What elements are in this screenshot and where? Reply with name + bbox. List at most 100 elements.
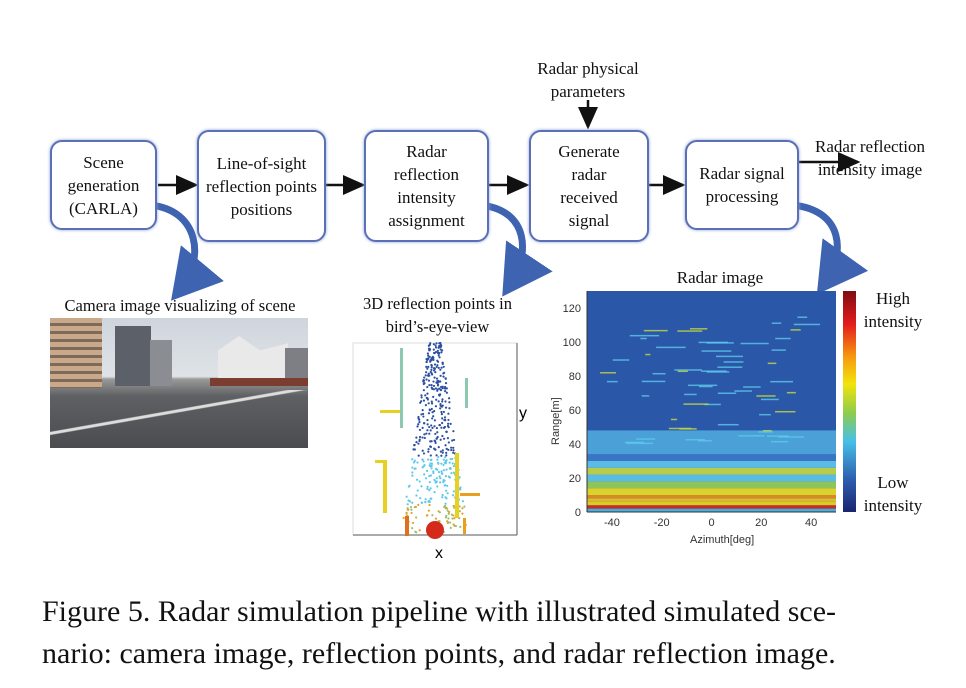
point <box>444 377 447 380</box>
point <box>430 467 433 470</box>
point <box>441 449 444 452</box>
radar-streak <box>770 380 794 383</box>
point <box>446 437 450 440</box>
radar-band <box>587 495 836 499</box>
point <box>440 426 443 429</box>
radar-streak <box>723 361 744 363</box>
point <box>452 451 455 454</box>
point <box>442 410 445 414</box>
point <box>423 376 426 379</box>
radar-band <box>587 508 836 512</box>
point <box>439 348 442 351</box>
point <box>443 390 447 393</box>
point <box>423 463 426 467</box>
point <box>436 388 439 391</box>
radar-streak <box>640 337 647 340</box>
point <box>461 507 464 510</box>
point <box>422 460 425 463</box>
point <box>438 394 441 397</box>
point <box>447 441 450 444</box>
radar-streak <box>759 413 771 416</box>
point <box>443 479 446 482</box>
radar-streak <box>767 435 789 437</box>
point <box>430 400 433 403</box>
points-plot: x y <box>352 341 527 562</box>
point <box>438 356 441 359</box>
point <box>425 432 428 435</box>
point <box>439 385 443 389</box>
point <box>450 446 453 449</box>
point <box>442 480 445 484</box>
point <box>418 435 422 439</box>
point <box>447 397 451 400</box>
point <box>463 505 466 508</box>
radar-streak <box>706 342 734 344</box>
points-ylabel: y <box>519 405 527 422</box>
point <box>428 481 431 484</box>
point <box>411 471 414 474</box>
radar-xtick: -40 <box>604 517 620 529</box>
points-label: 3D reflection points in bird’s-eye-view <box>363 294 512 336</box>
point <box>418 418 421 421</box>
point <box>432 380 435 383</box>
point <box>410 508 413 511</box>
point <box>441 434 444 438</box>
radar-ytick: 120 <box>563 303 581 315</box>
point <box>432 358 435 361</box>
point <box>435 342 438 345</box>
point <box>452 490 455 493</box>
point <box>424 498 427 501</box>
radar-band <box>587 488 836 495</box>
point <box>425 469 429 472</box>
point <box>433 363 437 366</box>
point <box>439 450 442 453</box>
point <box>452 446 455 449</box>
radar-streak <box>716 355 743 358</box>
point <box>440 454 443 457</box>
point <box>402 516 405 520</box>
radar-streak <box>793 323 821 326</box>
point <box>442 437 446 440</box>
point <box>447 412 450 415</box>
radar-streak <box>762 429 772 432</box>
radar-streak <box>629 334 660 337</box>
point <box>428 500 431 504</box>
point <box>459 525 462 528</box>
point <box>422 389 425 392</box>
point <box>451 494 455 497</box>
radar-streak <box>683 403 709 405</box>
point <box>437 461 440 464</box>
point <box>458 487 461 491</box>
point <box>420 396 423 399</box>
point <box>449 467 452 470</box>
point <box>425 360 428 364</box>
radar-title: Radar image <box>676 268 764 287</box>
point <box>406 503 409 506</box>
point <box>435 477 438 480</box>
point <box>446 507 449 510</box>
point <box>428 425 431 429</box>
wall-points <box>380 410 400 413</box>
point <box>439 402 442 406</box>
radar-streak <box>797 316 808 319</box>
point <box>434 405 438 408</box>
camera-label: Camera image visualizing of scene <box>64 296 296 315</box>
radar-streak <box>740 342 769 345</box>
radar-streak <box>636 438 656 440</box>
point <box>458 510 461 513</box>
point <box>431 411 434 414</box>
point <box>442 372 445 375</box>
point <box>415 494 418 497</box>
point <box>434 387 437 390</box>
point <box>437 455 440 459</box>
point <box>437 366 440 369</box>
point <box>428 409 432 412</box>
point <box>423 473 426 476</box>
point <box>447 448 450 451</box>
point <box>432 343 435 346</box>
point <box>427 509 430 512</box>
point <box>447 512 450 515</box>
point <box>424 403 428 407</box>
point <box>446 492 449 495</box>
point <box>431 426 434 429</box>
